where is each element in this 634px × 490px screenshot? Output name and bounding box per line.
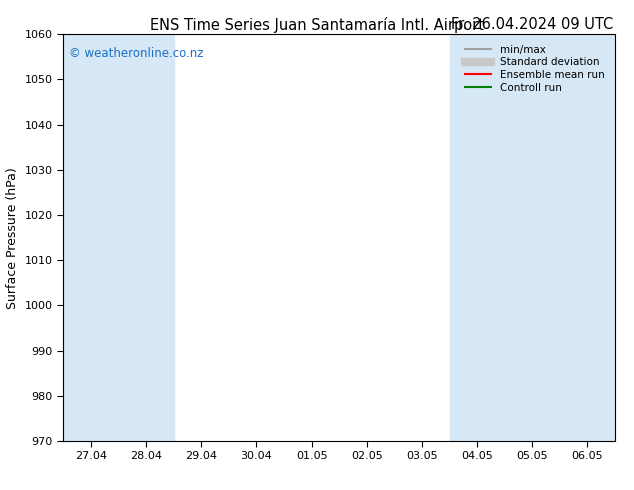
- Bar: [560, 34, 615, 441]
- Bar: [505, 34, 560, 441]
- Bar: [119, 34, 174, 441]
- Bar: [63, 34, 119, 441]
- Y-axis label: Surface Pressure (hPa): Surface Pressure (hPa): [6, 167, 19, 309]
- Bar: [450, 34, 505, 441]
- Text: © weatheronline.co.nz: © weatheronline.co.nz: [69, 47, 204, 59]
- Text: Fr. 26.04.2024 09 UTC: Fr. 26.04.2024 09 UTC: [451, 17, 614, 32]
- Legend: min/max, Standard deviation, Ensemble mean run, Controll run: min/max, Standard deviation, Ensemble me…: [460, 40, 610, 98]
- Text: ENS Time Series Juan Santamaría Intl. Airport: ENS Time Series Juan Santamaría Intl. Ai…: [150, 17, 484, 33]
